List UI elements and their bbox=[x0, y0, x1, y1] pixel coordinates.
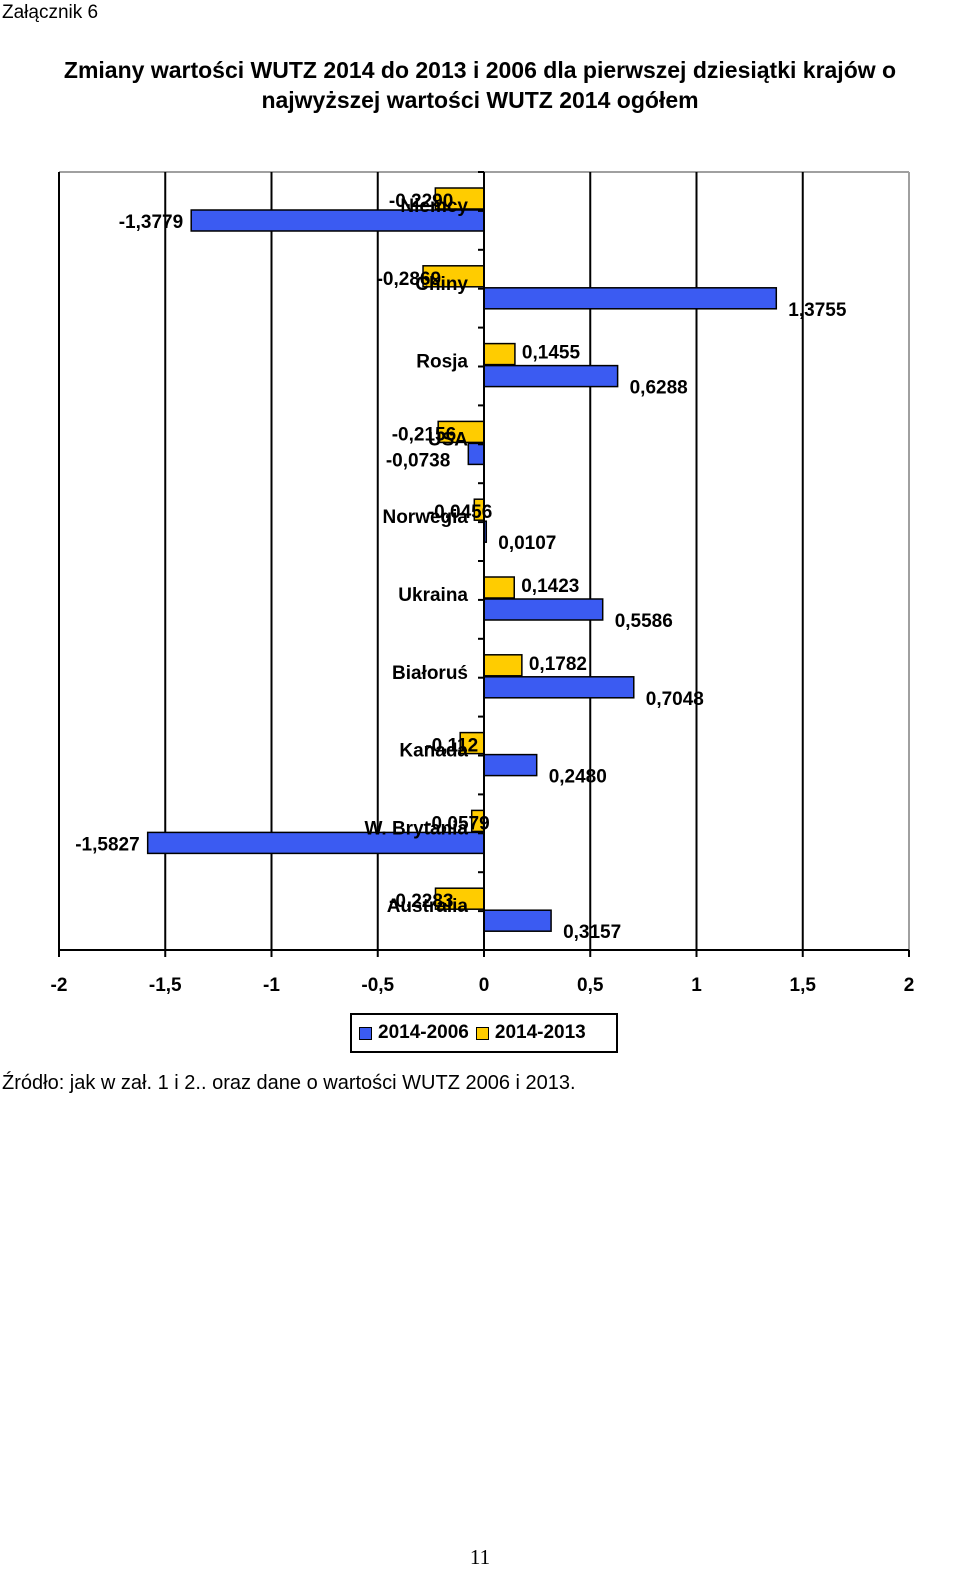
legend-item-2014-2013: 2014-2013 bbox=[475, 1022, 586, 1044]
data-label-2014-2013: -0,0456 bbox=[428, 502, 492, 523]
bar-2014-2006 bbox=[467, 442, 485, 466]
x-tick-label: -1,5 bbox=[149, 975, 182, 996]
category-label: W. Brytania bbox=[365, 818, 469, 839]
data-label-2014-2013: 0,1423 bbox=[521, 576, 579, 597]
category-label: USA bbox=[428, 429, 468, 450]
bar-2014-2013 bbox=[483, 654, 523, 677]
category-label: Białoruś bbox=[392, 663, 468, 684]
data-label-2014-2006: 0,3157 bbox=[563, 922, 621, 943]
chart-title-line-1: Zmiany wartości WUTZ 2014 do 2013 i 2006… bbox=[63, 57, 897, 83]
data-label-2014-2006: 0,7048 bbox=[646, 689, 704, 710]
category-label: Norwegia bbox=[382, 507, 468, 528]
data-label-2014-2013: -0,112 bbox=[425, 736, 478, 757]
x-tick-label: 2 bbox=[904, 975, 915, 996]
data-label-2014-2013: -0,0579 bbox=[425, 813, 489, 834]
data-label-2014-2006: 1,3755 bbox=[788, 300, 847, 321]
annex-label: Załącznik 6 bbox=[2, 2, 99, 23]
data-label-2014-2006: 0,6288 bbox=[630, 378, 688, 399]
source-note: Źródło: jak w zał. 1 i 2.. oraz dane o w… bbox=[2, 1072, 576, 1094]
bar-2014-2006 bbox=[483, 676, 635, 699]
category-label: Australia bbox=[387, 896, 469, 917]
bar-2014-2013 bbox=[483, 576, 515, 599]
data-label-2014-2013: -0,2283 bbox=[389, 891, 453, 912]
category-label: Rosja bbox=[416, 352, 468, 373]
data-label-2014-2006: -0,0738 bbox=[386, 450, 450, 471]
x-tick-label: 1,5 bbox=[790, 975, 817, 996]
x-tick-label: -2 bbox=[51, 975, 68, 996]
legend-swatch-2014-2006 bbox=[359, 1026, 372, 1040]
data-label-2014-2006: 0,2480 bbox=[549, 767, 607, 788]
chart-legend: 2014-2006 2014-2013 bbox=[350, 1013, 618, 1053]
x-tick-label: 0 bbox=[479, 975, 490, 996]
data-label-2014-2013: -0,2290 bbox=[389, 191, 453, 212]
x-tick-label: 1 bbox=[691, 975, 702, 996]
legend-label-2014-2013: 2014-2013 bbox=[494, 1022, 586, 1043]
data-label-2014-2013: -0,2869 bbox=[377, 269, 441, 290]
data-label-2014-2006: 0,0107 bbox=[498, 533, 556, 554]
data-label-2014-2006: -1,3779 bbox=[119, 212, 183, 233]
category-label: Chiny bbox=[415, 274, 468, 295]
bar-2014-2006 bbox=[483, 598, 604, 621]
bar-2014-2006 bbox=[483, 287, 778, 310]
legend-label-2014-2006: 2014-2006 bbox=[378, 1022, 469, 1043]
data-label-2014-2006: -1,5827 bbox=[75, 834, 139, 855]
x-tick-label: -1 bbox=[263, 975, 280, 996]
data-label-2014-2006: 0,5586 bbox=[615, 611, 673, 632]
chart-title-line-2: najwyższej wartości WUTZ 2014 ogółem bbox=[261, 87, 699, 113]
legend-item-2014-2006: 2014-2006 bbox=[359, 1022, 469, 1044]
bar-2014-2013 bbox=[483, 342, 516, 366]
bar-2014-2006 bbox=[483, 753, 538, 777]
x-tick-label: -0,5 bbox=[361, 975, 394, 996]
bar-2014-2006 bbox=[483, 364, 619, 388]
data-label-2014-2013: -0,2156 bbox=[392, 424, 456, 445]
page-number: 11 bbox=[469, 1545, 491, 1569]
category-label: Niemcy bbox=[400, 196, 468, 217]
x-tick-label: 0,5 bbox=[577, 975, 604, 996]
chart-title: Zmiany wartości WUTZ 2014 do 2013 i 2006… bbox=[0, 55, 960, 115]
category-label: Kanada bbox=[399, 741, 468, 762]
category-label: Ukraina bbox=[398, 585, 468, 606]
legend-swatch-2014-2013 bbox=[475, 1026, 489, 1040]
bar-chart: -2 -1,5 -1 -0,5 0 0,5 1 1,5 2 Niemcy Chiny Rosja USA… bbox=[51, 171, 915, 996]
data-label-2014-2013: 0,1782 bbox=[529, 654, 587, 675]
data-label-2014-2013: 0,1455 bbox=[522, 343, 581, 364]
bar-2014-2006 bbox=[483, 909, 552, 932]
